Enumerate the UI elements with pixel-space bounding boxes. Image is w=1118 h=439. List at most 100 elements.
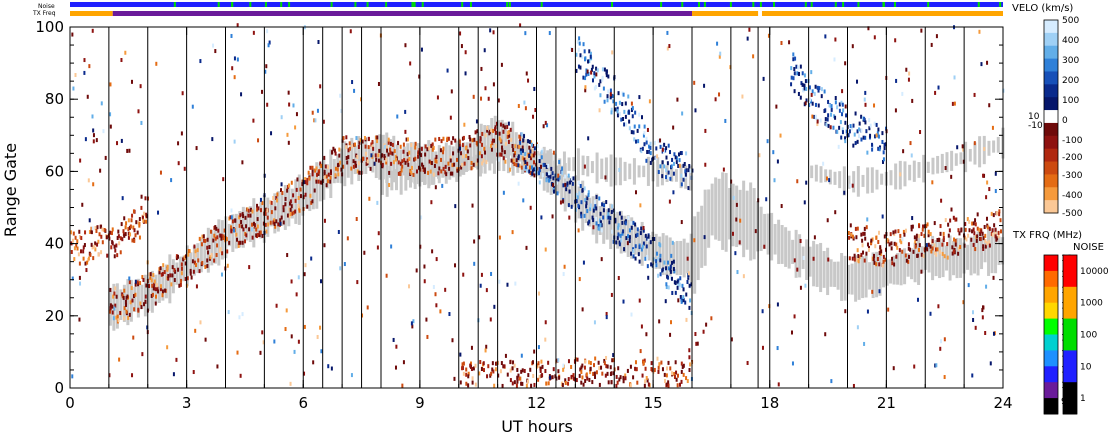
velocity-point	[902, 149, 905, 154]
velocity-point	[554, 374, 557, 379]
velocity-point	[106, 253, 109, 258]
noise-colorbar-swatch	[1063, 255, 1077, 288]
ground-scatter-column	[780, 224, 784, 264]
velocity-point	[936, 238, 939, 243]
velocity-point	[862, 250, 865, 255]
velocity-point	[656, 154, 659, 159]
velocity-point	[442, 136, 445, 141]
velocity-point	[527, 373, 530, 378]
velocity-point	[117, 234, 120, 239]
velocity-point	[143, 211, 146, 216]
velocity-point	[461, 143, 464, 148]
txfreq-colorbar-swatch	[1044, 318, 1058, 335]
velocity-point	[208, 245, 211, 250]
ground-scatter-column	[870, 167, 874, 193]
velocity-point	[501, 148, 504, 153]
ground-scatter-column	[203, 238, 207, 267]
velocity-point	[584, 88, 587, 93]
velocity-point	[141, 352, 144, 357]
velocity-point	[73, 246, 76, 251]
velocity-point	[597, 360, 600, 365]
ground-scatter-column	[562, 151, 566, 177]
velocity-point	[310, 200, 313, 205]
velocity-point	[132, 293, 135, 298]
velocity-point	[966, 217, 969, 222]
velocity-point	[710, 316, 713, 321]
velocity-point	[513, 363, 516, 368]
velocity-point	[541, 173, 544, 178]
velocity-point	[358, 140, 361, 145]
ground-scatter-column	[388, 139, 392, 178]
velocity-point	[111, 310, 114, 315]
velocity-point	[244, 239, 247, 244]
velocity-point	[793, 71, 796, 76]
velocity-point	[214, 49, 217, 54]
velocity-point	[91, 28, 94, 33]
velocity-point	[539, 366, 542, 371]
velocity-point	[538, 171, 541, 176]
velocity-point	[343, 262, 346, 267]
velocity-point	[817, 103, 820, 108]
velocity-point	[378, 148, 381, 153]
velocity-point	[669, 366, 672, 371]
velocity-point	[587, 71, 590, 76]
velocity-point	[832, 125, 835, 130]
velocity-point	[500, 152, 503, 157]
velocity-point	[482, 158, 485, 163]
velocity-point	[471, 376, 474, 381]
velocity-point	[408, 150, 411, 155]
velocity-point	[852, 123, 855, 128]
velocity-point	[731, 231, 734, 236]
ground-scatter-column	[474, 154, 478, 168]
velocity-point	[648, 149, 651, 154]
velocity-point	[484, 133, 487, 138]
velocity-point	[112, 294, 115, 299]
velocity-point	[391, 151, 394, 156]
velocity-point	[462, 135, 465, 140]
ground-scatter-column	[931, 157, 935, 175]
velocity-point	[776, 346, 779, 351]
velocity-point	[624, 101, 627, 106]
velocity-point	[166, 267, 169, 272]
y-tick-label: 80	[45, 90, 64, 108]
velocity-point	[631, 251, 634, 256]
velocity-point	[139, 84, 142, 89]
velocity-point	[812, 256, 815, 261]
velocity-point	[135, 220, 138, 225]
velocity-point	[233, 228, 236, 233]
velocity-point	[551, 171, 554, 176]
velocity-point	[517, 103, 520, 108]
velocity-point	[634, 222, 637, 227]
velocity-point	[468, 135, 471, 140]
velocity-point	[495, 121, 498, 126]
velocity-point	[543, 162, 546, 167]
velocity-point	[112, 316, 115, 321]
velocity-point	[480, 66, 483, 71]
velocity-point	[599, 222, 602, 227]
velocity-point	[813, 91, 816, 96]
velocity-point	[533, 160, 536, 165]
velocity-point	[956, 145, 959, 150]
ground-scatter-column	[843, 255, 847, 301]
velocity-point	[506, 372, 509, 377]
velocity-point	[482, 361, 485, 366]
velocity-point	[518, 163, 521, 168]
velocity-point	[871, 289, 874, 294]
velocity-point	[195, 284, 198, 289]
velocity-point	[387, 140, 390, 145]
velocity-point	[494, 130, 497, 135]
velocity-point	[579, 65, 582, 70]
velocity-point	[947, 222, 950, 227]
velocity-point	[595, 66, 598, 71]
velocity-point	[450, 89, 453, 94]
velocity-point	[116, 235, 119, 240]
ground-scatter-column	[115, 283, 119, 329]
velocity-point	[490, 143, 493, 148]
velocity-point	[644, 366, 647, 371]
velocity-point	[299, 194, 302, 199]
velocity-point	[586, 209, 589, 214]
velocity-point	[811, 114, 814, 119]
velocity-point	[667, 380, 670, 385]
x-tick-label: 21	[877, 394, 896, 412]
